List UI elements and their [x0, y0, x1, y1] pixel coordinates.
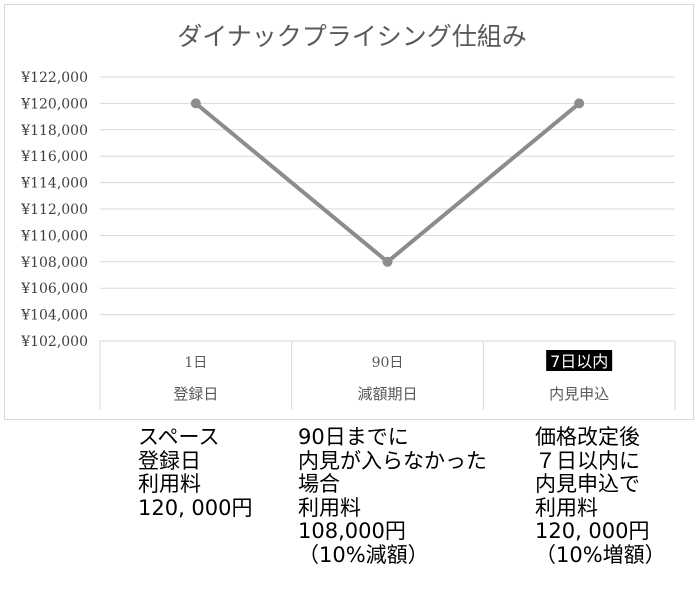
note-registration: スペース 登録日 利用料 120, 000円 — [138, 425, 253, 520]
category-highlight — [546, 350, 613, 371]
note-line: スペース — [138, 425, 220, 449]
note-line: 価格改定後 — [535, 425, 640, 449]
note-line: 利用料 — [535, 495, 598, 520]
data-point — [382, 256, 393, 267]
y-tick-label: ¥112,000 — [20, 202, 88, 218]
note-line: 利用料 — [138, 472, 201, 496]
y-tick-label: ¥108,000 — [20, 255, 88, 271]
chart-title: ダイナックプライシング仕組み — [177, 22, 527, 51]
note-line: 利用料 — [298, 495, 361, 520]
y-tick-label: ¥116,000 — [20, 149, 88, 165]
chart — [4, 4, 694, 420]
note-line: 90日までに — [298, 425, 409, 449]
y-tick-label: ¥110,000 — [20, 228, 88, 244]
data-point — [190, 98, 201, 109]
y-tick-label: ¥106,000 — [20, 281, 88, 297]
line-chart: ダイナックプライシング仕組み ¥102,000 ¥104,000 ¥106,000 ¥… — [20, 22, 676, 410]
x-tick-label: 1日 — [184, 355, 207, 371]
x-category-label: 減額期日 — [357, 385, 417, 403]
x-tick-label: 90日 — [372, 355, 404, 371]
y-tick-label: ¥114,000 — [20, 176, 88, 192]
x-category-label: 内見申込 — [549, 385, 609, 403]
data-point — [574, 98, 585, 109]
note-line: ７日以内に — [535, 448, 640, 473]
note-line: 内見が入らなかった — [298, 448, 487, 473]
note-line: （10%増額） — [535, 542, 666, 567]
note-line: 120, 000円 — [138, 495, 253, 520]
note-line: （10%減額） — [298, 542, 429, 567]
y-tick-label: ¥118,000 — [20, 123, 88, 139]
y-tick-label: ¥102,000 — [20, 334, 88, 350]
note-increase: 価格改定後 ７日以内に 内見申込で 利用料 120, 000円 （10%増額） — [535, 425, 666, 567]
x-category-label: 登録日 — [173, 385, 218, 403]
note-line: 108,000円 — [298, 519, 406, 543]
y-tick-label: ¥120,000 — [20, 96, 88, 112]
note-reduction: 90日までに 内見が入らなかった 場合 利用料 108,000円 （10%減額） — [298, 425, 487, 567]
note-line: 登録日 — [138, 448, 201, 473]
y-tick-label: ¥104,000 — [20, 308, 88, 324]
x-tick-label: 7日以内 — [550, 352, 608, 371]
note-line: 場合 — [298, 472, 340, 496]
note-line: 内見申込で — [535, 472, 640, 496]
note-line: 120, 000円 — [535, 519, 650, 543]
y-tick-label: ¥122,000 — [20, 70, 88, 86]
